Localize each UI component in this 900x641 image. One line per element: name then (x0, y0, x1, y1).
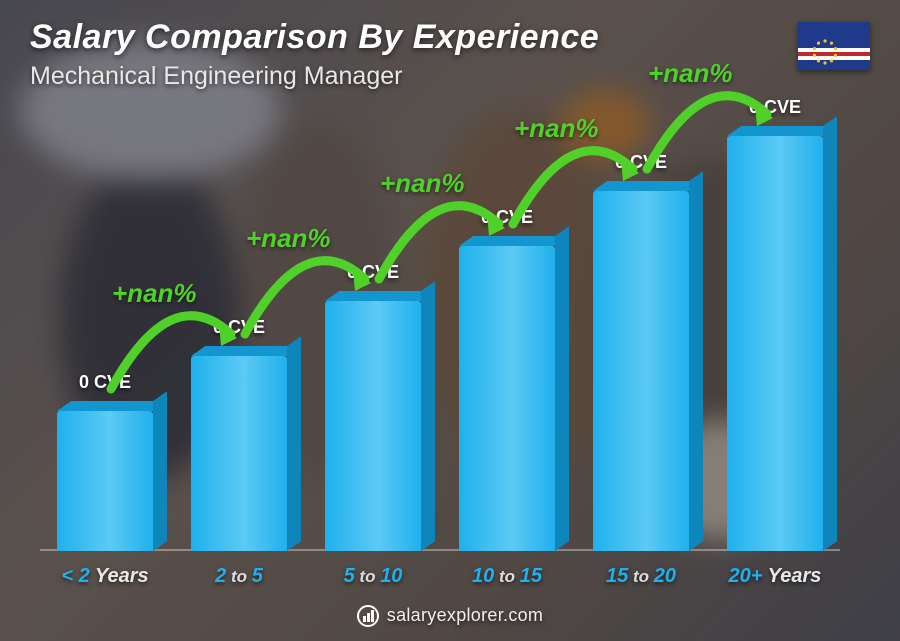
bar-value-label: 0 CVE (440, 207, 574, 228)
bar-slot: 0 CVE2 to 5 (191, 120, 287, 551)
bar-slot: 0 CVE10 to 15 (459, 120, 555, 551)
bar-value-label: 0 CVE (708, 97, 842, 118)
delta-label: +nan% (514, 113, 599, 144)
bar (325, 301, 421, 551)
bar-slot: 0 CVE20+ Years (727, 120, 823, 551)
x-category-label: < 2 Years (28, 565, 182, 588)
delta-label: +nan% (246, 223, 331, 254)
infographic-stage: Salary Comparison By Experience Mechanic… (0, 0, 900, 641)
delta-label: +nan% (112, 278, 197, 309)
chart-title: Salary Comparison By Experience (30, 18, 599, 57)
x-category-label: 20+ Years (698, 565, 852, 588)
bar-value-label: 0 CVE (574, 152, 708, 173)
bar (593, 191, 689, 551)
footer: salaryexplorer.com (0, 605, 900, 627)
x-category-label: 15 to 20 (564, 565, 718, 588)
delta-label: +nan% (380, 168, 465, 199)
logo-icon (357, 605, 379, 627)
bar-slot: 0 CVE< 2 Years (57, 120, 153, 551)
delta-label: +nan% (648, 58, 733, 89)
bar-value-label: 0 CVE (38, 372, 172, 393)
bar-value-label: 0 CVE (306, 262, 440, 283)
chart-subtitle: Mechanical Engineering Manager (30, 62, 402, 91)
bar (459, 246, 555, 551)
baseline (40, 549, 840, 551)
x-category-label: 10 to 15 (430, 565, 584, 588)
footer-text: salaryexplorer.com (387, 605, 543, 625)
bar (191, 356, 287, 551)
bar-value-label: 0 CVE (172, 317, 306, 338)
bar-chart: 0 CVE< 2 Years0 CVE2 to 50 CVE5 to 100 C… (40, 120, 840, 551)
x-category-label: 2 to 5 (162, 565, 316, 588)
bar (57, 411, 153, 551)
x-category-label: 5 to 10 (296, 565, 450, 588)
bar (727, 136, 823, 551)
flag-icon (798, 22, 870, 70)
bar-slot: 0 CVE15 to 20 (593, 120, 689, 551)
